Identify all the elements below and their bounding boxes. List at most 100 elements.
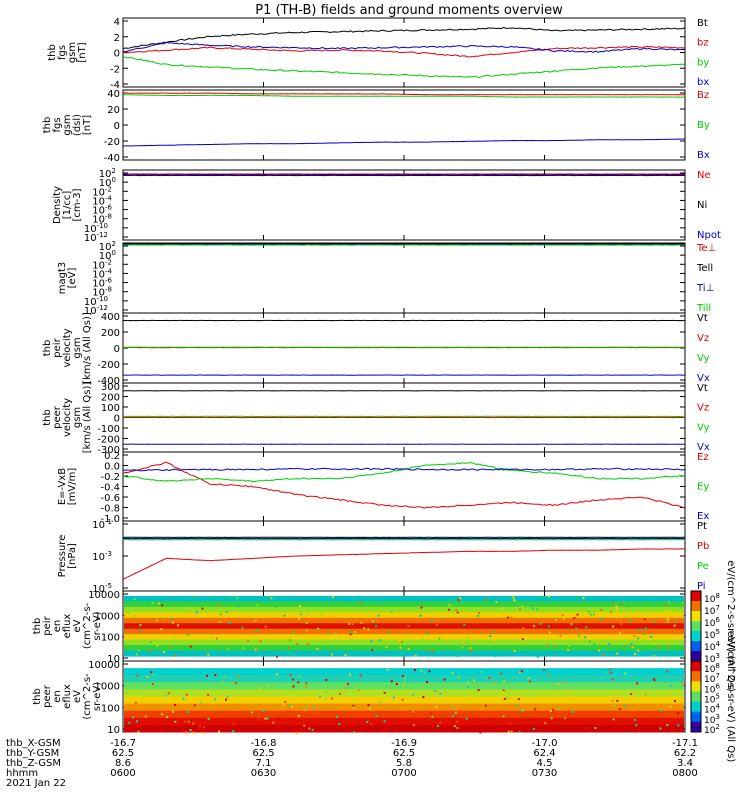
spectrogram-speck [225,611,227,613]
spectrogram-speck [205,652,207,654]
spectrogram-speck [540,596,542,598]
spectrogram-speck [297,681,299,683]
spectrogram-speck [475,727,477,729]
spectrogram-speck [384,720,386,722]
spectrogram-speck [208,718,210,720]
spectrogram-speck [368,704,370,706]
spectrogram-speck [344,645,346,647]
ytick-label: 10-1 [92,518,112,531]
panel-frame [123,170,685,240]
spectrogram-speck [613,705,615,707]
spectrogram-speck [682,602,684,604]
ytick-label: -2 [110,64,120,75]
spectrogram-speck [292,632,294,634]
spectrogram-speck [616,609,618,611]
spectrogram-speck [456,727,458,729]
spectrogram-speck [259,687,261,689]
spectrogram-speck [630,620,632,622]
legend-Pt: Pt [697,521,707,532]
spectrogram-speck [376,715,378,717]
spectrogram-speck [478,612,480,614]
spectrogram-speck [132,716,134,718]
spectrogram-speck [335,633,337,635]
spectrogram-speck [278,718,280,720]
spectrogram-speck [500,673,502,675]
spectrogram-speck [255,649,257,651]
spectrogram-speck [600,609,602,611]
spectrogram-speck [411,680,413,682]
spectrogram-speck [305,682,307,684]
spectrogram-speck [187,634,189,636]
spectrogram-speck [325,691,327,693]
legend-By: By [697,120,710,131]
spectrogram-speck [218,730,220,732]
spectrogram-speck [634,719,636,721]
spectrogram-speck [486,676,488,678]
spectrogram-speck [557,683,559,685]
spectrogram-speck [234,672,236,674]
spectrogram-speck [519,671,521,673]
spectrogram-speck [554,645,556,647]
spectrogram-speck [319,696,321,698]
spectrogram-speck [444,679,446,681]
spectrogram-speck [451,705,453,707]
spectrogram-speck [135,702,137,704]
spectrogram-speck [583,727,585,729]
spectrogram-speck [529,680,531,682]
ylabel-line: [nT] [77,42,88,62]
spectrogram-speck [653,621,655,623]
spectrogram-speck [174,721,176,723]
spectrogram-speck [277,649,279,651]
spectrogram-speck [432,650,434,652]
spectrogram-speck [161,713,163,715]
spectrogram-speck [216,637,218,639]
legend-Vy: Vy [697,353,710,364]
legend-Te⊥: Te⊥ [696,243,716,254]
spectrogram-speck [172,622,174,624]
spectrogram-speck [377,615,379,617]
spectrogram-speck [434,690,436,692]
spectrogram-speck [188,721,190,723]
spectrogram-speck [265,718,267,720]
spectrogram-speck [267,686,269,688]
spectrogram-speck [577,614,579,616]
spectrogram-speck [375,625,377,627]
spectrogram-speck [349,685,351,687]
spectrogram-speck [366,721,368,723]
colorbar-segment [691,641,701,652]
legend-bx: bx [697,77,709,88]
spectrogram-speck [201,732,203,734]
spectrogram-speck [508,731,510,733]
spectrogram-speck [674,700,676,702]
ytick-label: 40 [107,89,120,100]
spectrogram-speck [363,627,365,629]
spectrogram-speck [582,720,584,722]
spectrogram-speck [177,624,179,626]
series-Ex [123,468,685,471]
spectrogram-speck [653,679,655,681]
spectrogram-speck [412,711,414,713]
spectrogram-speck [358,689,360,691]
spectrogram-speck [203,726,205,728]
spectrogram-speck [262,710,264,712]
spectrogram-speck [439,722,441,724]
axis-row-value: 0630 [251,768,276,779]
spectrogram-speck [173,637,175,639]
spectrogram-speck [237,676,239,678]
spectrogram-speck [489,635,491,637]
spectrogram-speck [436,706,438,708]
ylabel-line: [mV/m] [67,468,78,506]
spectrogram-speck [488,607,490,609]
spectrogram-speck [656,681,658,683]
spectrogram-speck [546,644,548,646]
spectrogram-speck [220,613,222,615]
spectrogram-speck [608,644,610,646]
spectrogram-speck [147,676,149,678]
spectrogram-speck [677,724,679,726]
ytick-label: 2 [114,33,120,44]
spectrogram-speck [669,706,671,708]
spectrogram-speck [214,674,216,676]
spectrogram-speck [396,729,398,731]
spectrogram-speck [524,719,526,721]
ytick-label: 100 [101,633,120,644]
